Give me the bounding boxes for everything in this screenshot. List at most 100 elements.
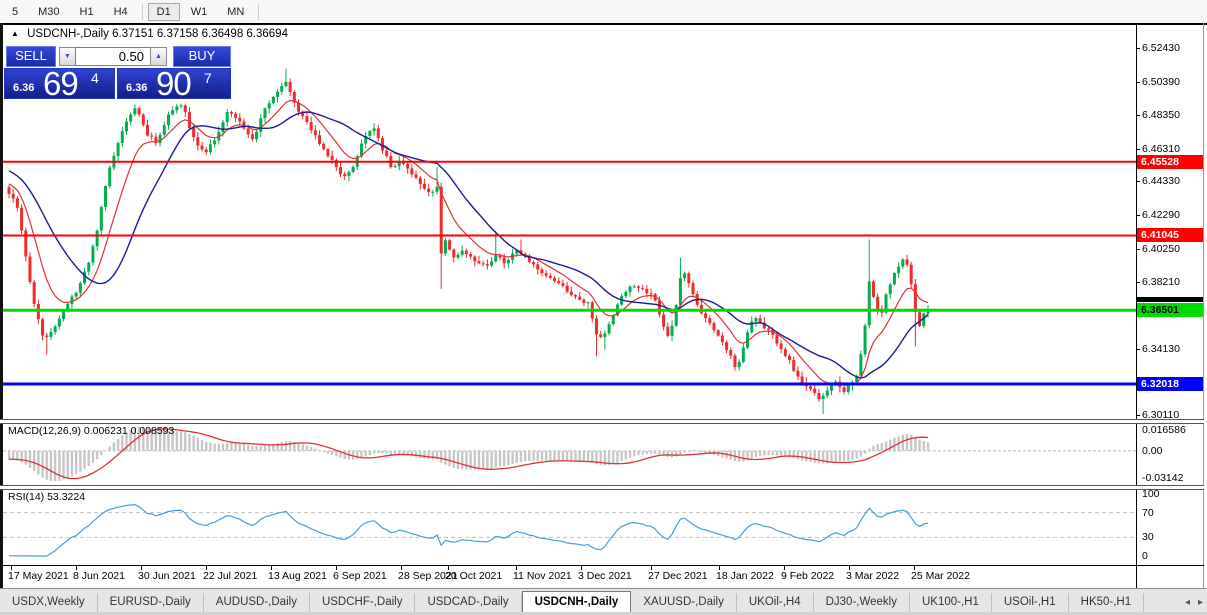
tab-usdcad-daily[interactable]: USDCAD-,Daily <box>415 593 522 612</box>
price-tick-label: 6.50390 <box>1142 75 1180 88</box>
time-tick-label: 25 Mar 2022 <box>911 570 970 582</box>
buy-price-display[interactable]: 6.36 90 7 <box>117 65 231 102</box>
sell-button[interactable]: SELL <box>6 46 56 67</box>
price-tick-mark <box>1136 148 1140 150</box>
time-tick-mark <box>206 566 207 570</box>
time-tick-label: 20 Oct 2021 <box>445 570 503 582</box>
hline-price-label: 6.36501 <box>1137 303 1203 318</box>
timeframe-button-5[interactable]: 5 <box>12 5 19 18</box>
hline-price-label: 6.45528 <box>1137 154 1203 169</box>
time-tick-mark <box>76 566 77 570</box>
bid-price-marker <box>1137 297 1203 303</box>
tab-dj30-weekly[interactable]: DJ30-,Weekly <box>814 593 910 612</box>
buy-price-pip-digit: 7 <box>204 70 212 86</box>
tab-uk100-h1[interactable]: UK100-,H1 <box>910 593 992 612</box>
tab-xauusd-daily[interactable]: XAUUSD-,Daily <box>631 593 737 612</box>
tab-eurusd-daily[interactable]: EURUSD-,Daily <box>98 593 204 612</box>
tab-hk50-h1[interactable]: HK50-,H1 <box>1069 593 1145 612</box>
collapse-triangle-icon[interactable]: ▲ <box>11 29 19 38</box>
rsi-panel[interactable] <box>3 489 1136 565</box>
time-tick-mark <box>719 566 720 570</box>
price-tick-label: 6.52430 <box>1142 42 1180 55</box>
timeframe-button-w1[interactable]: W1 <box>190 5 208 18</box>
rsi-axis-label: 100 <box>1142 488 1160 500</box>
tab-scroll-right-icon[interactable]: ▸ <box>1197 597 1203 608</box>
time-tick-label: 18 Jan 2022 <box>716 570 774 582</box>
chart-ohlc-title: ▲ USDCNH-,Daily 6.37151 6.37158 6.36498 … <box>11 28 288 40</box>
volume-decrease-button[interactable]: ▼ <box>59 47 76 66</box>
window-top-border <box>0 23 1207 25</box>
timeframe-button-m30[interactable]: M30 <box>38 5 60 18</box>
time-axis-separator <box>0 565 1204 566</box>
buy-button[interactable]: BUY <box>173 46 231 67</box>
price-tick-mark <box>1136 81 1140 83</box>
time-tick-label: 13 Aug 2021 <box>268 570 327 582</box>
time-tick-label: 9 Feb 2022 <box>781 570 835 582</box>
price-tick-label: 6.44330 <box>1142 175 1180 188</box>
time-tick-label: 17 May 2021 <box>8 570 69 582</box>
tab-usdchf-daily[interactable]: USDCHF-,Daily <box>310 593 416 612</box>
macd-label: MACD(12,26,9) 0.006231 0.008593 <box>8 425 175 437</box>
price-tick-mark <box>1136 282 1140 284</box>
timeframe-button-mn[interactable]: MN <box>227 5 245 18</box>
price-tick-label: 6.30110 <box>1142 409 1180 422</box>
time-tick-label: 22 Jul 2021 <box>203 570 258 582</box>
price-chart-plot[interactable]: ▲ USDCNH-,Daily 6.37151 6.37158 6.36498 … <box>3 25 1136 419</box>
timeframe-button-h4[interactable]: H4 <box>113 5 128 18</box>
tab-usdx-weekly[interactable]: USDX,Weekly <box>0 593 98 612</box>
price-tick-label: 6.34130 <box>1142 343 1180 356</box>
time-tick-mark <box>401 566 402 570</box>
tab-scroll-left-icon[interactable]: ◂ <box>1184 597 1190 608</box>
macd-axis-label: -0.03142 <box>1142 472 1184 484</box>
one-click-trading-widget: SELL ▼ ▲ BUY 6.36 69 4 6.36 90 7 <box>4 46 232 102</box>
time-tick-label: 8 Jun 2021 <box>73 570 125 582</box>
time-tick-label: 27 Dec 2021 <box>648 570 708 582</box>
time-tick-mark <box>581 566 582 570</box>
sell-price-prefix: 6.36 <box>13 82 35 94</box>
timeframe-button-h1[interactable]: H1 <box>79 5 94 18</box>
macd-panel-divider[interactable] <box>0 419 1204 424</box>
macd-chart <box>3 426 1136 482</box>
rsi-axis-label: 70 <box>1142 506 1154 519</box>
time-tick-mark <box>516 566 517 570</box>
buy-price-big-digits: 90 <box>156 65 192 102</box>
timeframe-button-d1[interactable]: D1 <box>147 2 180 21</box>
rsi-chart <box>3 503 1136 557</box>
timeframe-toolbar: 5 M30 H1 H4 D1 W1 MN <box>0 0 1207 23</box>
volume-input[interactable] <box>75 47 151 66</box>
tab-audusd-daily[interactable]: AUDUSD-,Daily <box>204 593 310 612</box>
ohlc-values: 6.37151 6.37158 6.36498 6.36694 <box>112 28 288 40</box>
time-tick-mark <box>651 566 652 570</box>
tab-usoil-h1[interactable]: USOil-,H1 <box>992 593 1069 612</box>
candlestick-chart <box>3 68 1136 414</box>
price-tick-label: 6.42290 <box>1142 209 1180 221</box>
price-tick-label: 6.48350 <box>1142 109 1180 122</box>
price-tick-mark <box>1136 349 1140 351</box>
window-right-border <box>1203 23 1204 588</box>
symbol-tab-bar: USDX,Weekly EURUSD-,Daily AUDUSD-,Daily USD… <box>0 588 1207 612</box>
price-tick-mark <box>1136 415 1140 417</box>
buy-price-prefix: 6.36 <box>126 82 148 94</box>
volume-increase-button[interactable]: ▲ <box>150 47 167 66</box>
rsi-axis-label: 0 <box>1142 550 1148 562</box>
time-tick-mark <box>336 566 337 570</box>
time-tick-mark <box>11 566 12 570</box>
rsi-panel-divider[interactable] <box>0 485 1204 490</box>
macd-panel[interactable] <box>3 423 1136 485</box>
price-tick-label: 6.46310 <box>1142 142 1180 155</box>
sell-price-display[interactable]: 6.36 69 4 <box>4 65 115 102</box>
rsi-label: RSI(14) 53.3224 <box>8 491 86 503</box>
macd-axis-label: 0.016586 <box>1142 424 1186 436</box>
sell-price-big-digits: 69 <box>43 65 79 102</box>
hline-price-label: 6.32018 <box>1137 376 1203 391</box>
tab-usdcnh-daily[interactable]: USDCNH-,Daily <box>521 591 632 612</box>
time-tick-mark <box>784 566 785 570</box>
toolbar-separator <box>258 3 260 20</box>
tab-ukoil-h4[interactable]: UKOil-,H4 <box>737 593 814 612</box>
hline-price-label: 6.41045 <box>1137 228 1203 243</box>
time-tick-label: 28 Sep 2021 <box>398 570 458 582</box>
chart-symbol-label: USDCNH-,Daily <box>27 28 109 40</box>
time-tick-mark <box>141 566 142 570</box>
price-tick-mark <box>1136 48 1140 50</box>
